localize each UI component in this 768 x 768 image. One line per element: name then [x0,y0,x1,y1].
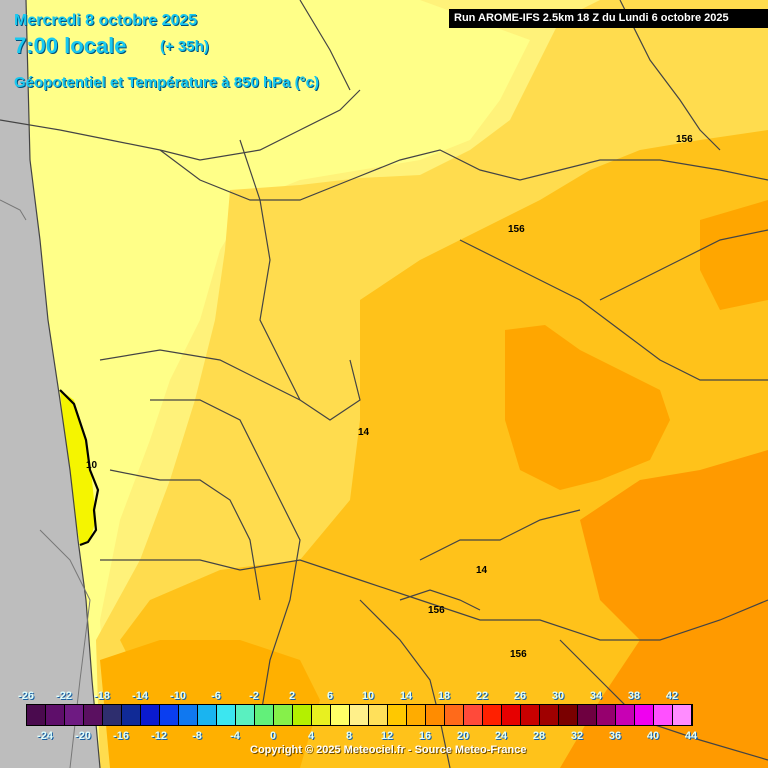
legend-tick-top: -10 [170,690,186,702]
legend-tick-bottom: 0 [269,730,277,742]
legend-swatch [217,705,236,725]
legend-tick-top: -14 [132,690,148,702]
legend-swatch [65,705,84,725]
legend-swatch [635,705,654,725]
legend-tick-top: -2 [249,690,259,702]
forecast-time: 7:00 locale [14,33,127,58]
legend-swatch [673,705,692,725]
legend-swatch [654,705,673,725]
legend-tick-bottom: -16 [113,730,129,742]
contour-label: 156 [676,134,693,145]
legend-tick-top: 22 [475,690,489,702]
legend-tick-bottom: -20 [75,730,91,742]
legend-swatch [179,705,198,725]
legend-swatch [426,705,445,725]
legend-tick-top: 30 [551,690,565,702]
contour-label: 156 [428,605,445,616]
zone-14-16 [120,130,768,768]
legend-swatch [293,705,312,725]
legend-swatch [198,705,217,725]
legend-swatch [274,705,293,725]
legend-swatch [103,705,122,725]
legend-swatch [559,705,578,725]
zone-16-18-east [700,200,768,310]
legend-tick-bottom: 44 [684,730,698,742]
legend-tick-top: -22 [56,690,72,702]
legend-swatch [388,705,407,725]
legend-tick-bottom: 36 [608,730,622,742]
contour-label: 156 [508,224,525,235]
legend-tick-bottom: 12 [380,730,394,742]
legend-tick-bottom: -24 [37,730,53,742]
legend-swatch [502,705,521,725]
zone-16-18-south [560,450,768,768]
legend-tick-top: 18 [437,690,451,702]
copyright: Copyright © 2025 Meteociel.fr - Source M… [250,744,527,756]
legend-tick-top: 34 [589,690,603,702]
legend-swatch [46,705,65,725]
legend-swatch [122,705,141,725]
legend-swatch [407,705,426,725]
forecast-date: Mercredi 8 octobre 2025 [14,12,198,29]
legend-swatch [141,705,160,725]
legend-swatch [84,705,103,725]
legend-swatch [464,705,483,725]
legend-tick-bottom: -8 [192,730,202,742]
legend-swatch [616,705,635,725]
legend-tick-top: 6 [326,690,334,702]
legend-tick-top: -18 [94,690,110,702]
zone-16-18-north [505,325,670,490]
legend-swatch [445,705,464,725]
legend-tick-bottom: 8 [345,730,353,742]
legend-tick-top: 14 [399,690,413,702]
zone-coast-bright [60,390,96,545]
legend-tick-bottom: 4 [307,730,315,742]
contour-label: 10 [86,460,98,471]
legend-tick-bottom: 24 [494,730,508,742]
legend-tick-bottom: 32 [570,730,584,742]
run-info: Run AROME-IFS 2.5km 18 Z du Lundi 6 octo… [449,9,768,28]
legend-swatch [331,705,350,725]
legend-tick-bottom: 28 [532,730,546,742]
legend-swatch [350,705,369,725]
legend-swatch [255,705,274,725]
legend-swatch [597,705,616,725]
legend-tick-bottom: 40 [646,730,660,742]
legend-colorbar [26,704,693,726]
legend-swatch [521,705,540,725]
legend-swatch [236,705,255,725]
legend-tick-top: 2 [288,690,296,702]
contour-label: 156 [510,649,527,660]
legend-tick-top: 42 [665,690,679,702]
legend-tick-bottom: 20 [456,730,470,742]
legend-tick-bottom: -4 [230,730,240,742]
legend-swatch [578,705,597,725]
legend-tick-top: -6 [211,690,221,702]
legend-tick-bottom: -12 [151,730,167,742]
parameter-title: Géopotentiel et Température à 850 hPa (°… [14,74,319,91]
legend-tick-top: 10 [361,690,375,702]
legend-swatch [483,705,502,725]
legend-tick-top: 26 [513,690,527,702]
legend-swatch [312,705,331,725]
legend-swatch [369,705,388,725]
legend-tick-top: 38 [627,690,641,702]
contour-label: 14 [476,565,488,576]
legend-tick-bottom: 16 [418,730,432,742]
contour-label: 14 [358,427,370,438]
forecast-lead-time: (+ 35h) [160,38,209,55]
legend-swatch [540,705,559,725]
isotherm-10 [59,389,100,547]
legend-tick-top: -26 [18,690,34,702]
legend-swatch [27,705,46,725]
legend-swatch [160,705,179,725]
